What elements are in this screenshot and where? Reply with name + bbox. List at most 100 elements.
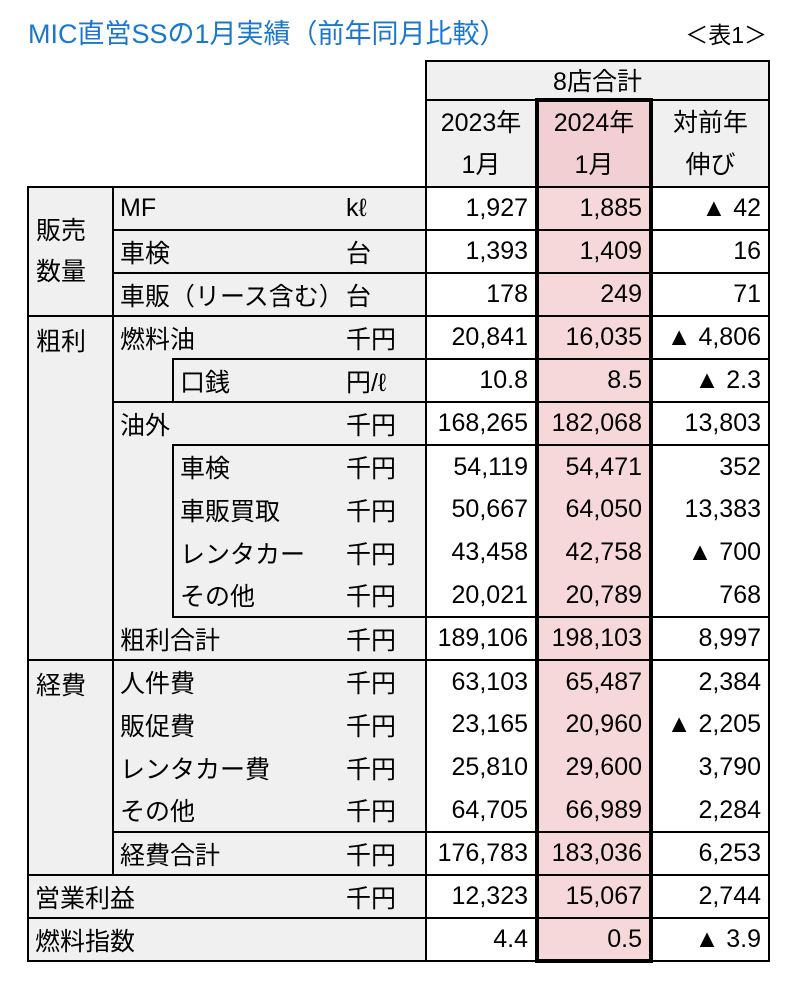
row-label: 車検: [172, 444, 341, 488]
group-label-sales-volume: 販売 数量: [27, 186, 114, 317]
row-unit: 千円: [341, 402, 426, 445]
value-2023: 1,393: [425, 230, 537, 274]
value-2023: 4.4: [425, 918, 537, 962]
value-2024: 20,960: [535, 703, 653, 746]
value-diff: ▲ 700: [651, 531, 771, 574]
value-2023: 25,810: [425, 746, 537, 789]
col-header-2023: 2023年 1月: [425, 100, 537, 188]
header-spacer: [28, 61, 426, 100]
value-2024: 15,067: [535, 875, 653, 919]
row-unit: 千円: [341, 444, 426, 488]
value-2023: 10.8: [425, 359, 537, 403]
value-diff: ▲ 2.3: [651, 359, 771, 403]
group-label-gross-profit: 粗利: [27, 316, 114, 661]
table-row: 販売 数量 MF kℓ 1,927 1,885 ▲ 42: [27, 186, 771, 317]
results-table: 8店合計 2023年 1月 2024年 1月 対前年 伸び 販売 数量 MF k…: [27, 60, 771, 963]
row-unit: 千円: [341, 875, 426, 919]
table-row: レンタカー費 千円 25,810 29,600 3,790: [28, 746, 771, 789]
row-label: その他: [172, 574, 341, 618]
row-unit: 円/ℓ: [341, 358, 426, 403]
value-2024: 66,989: [535, 789, 653, 833]
table-row: 車検 千円 54,119 54,471 352: [28, 444, 771, 617]
header-row-stores: 8店合計: [28, 60, 771, 101]
row-label: 営業利益: [27, 875, 341, 919]
col-header-2024: 2024年 1月: [535, 98, 653, 188]
row-unit: 千円: [341, 703, 426, 746]
value-2023: 54,119: [425, 445, 537, 488]
row-unit: 千円: [341, 574, 426, 618]
row-label: 粗利合計: [113, 617, 341, 661]
value-2024: 16,035: [535, 316, 653, 360]
value-2024: 29,600: [535, 746, 653, 789]
value-2024: 8.5: [535, 359, 653, 403]
table-tag: ＜表1＞: [685, 22, 767, 48]
row-label: 車検: [113, 230, 341, 274]
table-row: 車販買取 千円 50,667 64,050 13,383: [28, 488, 771, 531]
value-2023: 63,103: [425, 660, 537, 703]
value-2024: 249: [535, 273, 653, 317]
value-2024: 183,036: [535, 832, 653, 876]
indent-spacer: [113, 359, 173, 403]
value-diff: ▲ 42: [651, 187, 771, 231]
value-2024: 1,409: [535, 230, 653, 274]
row-unit: 千円: [341, 488, 426, 531]
row-unit: 台: [341, 230, 426, 274]
table-row: その他 千円 20,021 20,789 768: [28, 574, 771, 618]
value-diff: 16: [651, 230, 771, 274]
table-row: その他 千円 64,705 66,989 2,284: [28, 789, 771, 833]
table-row: 車販（リース含む） 台 178 249 71: [28, 273, 771, 317]
table-row: レンタカー 千円 43,458 42,758 ▲ 700: [28, 531, 771, 574]
row-label: その他: [113, 789, 341, 833]
value-2023: 20,021: [425, 574, 537, 618]
row-unit: 台: [341, 273, 426, 317]
value-diff: 2,384: [651, 660, 771, 703]
row-label: MF: [113, 186, 341, 231]
table-row: 販促費 千円 23,165 20,960 ▲ 2,205: [28, 703, 771, 746]
value-diff: 71: [651, 273, 771, 317]
value-2023: 176,783: [425, 832, 537, 876]
row-unit: 千円: [341, 316, 426, 359]
row-unit: 千円: [341, 660, 426, 703]
value-diff: ▲ 4,806: [651, 316, 771, 360]
row-unit: 千円: [341, 832, 426, 876]
page-title: MIC直営SSの1月実績（前年同月比較）: [28, 19, 507, 49]
table-row: 油外 千円 168,265 182,068 13,803: [28, 402, 771, 446]
value-2024: 42,758: [535, 531, 653, 574]
row-unit: 千円: [341, 617, 426, 661]
table-row: 経費合計 千円 176,783 183,036 6,253: [28, 832, 771, 876]
row-label: レンタカー: [172, 531, 341, 574]
value-diff: 352: [651, 445, 771, 488]
table-row: 粗利合計 千円 189,106 198,103 8,997: [28, 617, 771, 661]
value-2024: 198,103: [535, 617, 653, 661]
value-2023: 12,323: [425, 875, 537, 919]
value-2023: 50,667: [425, 488, 537, 531]
row-unit: 千円: [341, 746, 426, 789]
row-label: 燃料指数: [27, 918, 426, 962]
row-label: 燃料油: [113, 316, 341, 359]
value-2024: 0.5: [535, 918, 653, 963]
value-diff: ▲ 2,205: [651, 703, 771, 746]
value-2024: 20,789: [535, 574, 653, 618]
value-2023: 23,165: [425, 703, 537, 746]
value-2023: 64,705: [425, 789, 537, 833]
value-2023: 1,927: [425, 187, 537, 231]
value-2023: 43,458: [425, 531, 537, 574]
value-2023: 189,106: [425, 617, 537, 661]
indent-spacer: [113, 445, 173, 617]
value-diff: 2,744: [651, 875, 771, 919]
header-spacer: [28, 100, 426, 187]
row-unit: kℓ: [341, 186, 426, 231]
value-2023: 168,265: [425, 402, 537, 446]
table-row: 経費 人件費 千円 63,103 65,487 2,384: [27, 660, 771, 876]
row-unit: 千円: [341, 789, 426, 833]
row-label: 車販買取: [172, 488, 341, 531]
value-2024: 182,068: [535, 402, 653, 446]
row-label: 油外: [113, 402, 341, 445]
row-label: 販促費: [113, 703, 341, 746]
value-diff: 13,383: [651, 488, 771, 531]
value-2024: 65,487: [535, 660, 653, 703]
header-row-columns: 2023年 1月 2024年 1月 対前年 伸び: [28, 98, 771, 188]
table-row: 口銭 円/ℓ 10.8 8.5 ▲ 2.3: [28, 358, 771, 403]
group-label-expenses: 経費: [27, 660, 114, 876]
